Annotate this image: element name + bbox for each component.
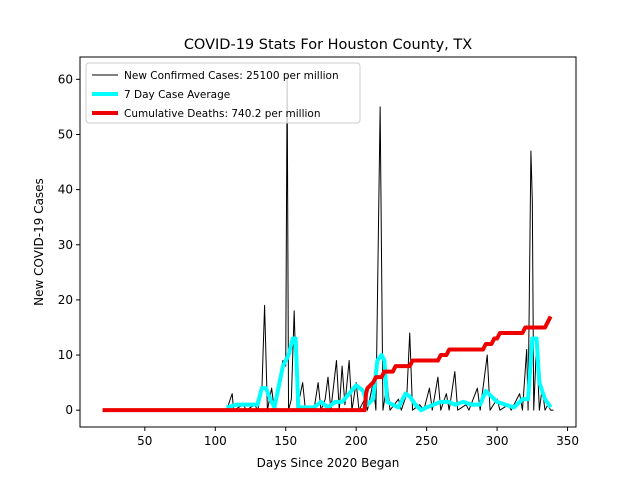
legend-box — [85, 62, 361, 124]
y-tick-label: 10 — [58, 348, 73, 362]
y-tick-label: 20 — [58, 293, 73, 307]
legend-label: New Confirmed Cases: 25100 per million — [124, 70, 339, 82]
x-tick-label: 200 — [345, 434, 368, 448]
plot-frame — [79, 56, 577, 428]
y-axis-label: New COVID-19 Cases — [32, 178, 46, 306]
series-line — [226, 336, 553, 413]
y-tick-label: 60 — [58, 72, 73, 86]
x-tick-label: 350 — [556, 434, 579, 448]
x-tick-label: 250 — [415, 434, 438, 448]
x-tick-label: 150 — [274, 434, 297, 448]
legend-label: 7 Day Case Average — [124, 89, 230, 101]
x-tick-label: 100 — [204, 434, 227, 448]
x-tick-label: 50 — [137, 434, 152, 448]
y-tick-label: 40 — [58, 183, 73, 197]
series-line — [102, 315, 553, 413]
legend-label: Cumulative Deaths: 740.2 per million — [124, 108, 321, 120]
x-tick-label: 300 — [486, 434, 509, 448]
y-tick-label: 50 — [58, 127, 73, 141]
chart-title: COVID-19 Stats For Houston County, TX — [184, 37, 472, 53]
x-axis-label: Days Since 2020 Began — [257, 456, 400, 470]
y-tick-label: 0 — [65, 403, 73, 417]
y-tick-label: 30 — [58, 238, 73, 252]
